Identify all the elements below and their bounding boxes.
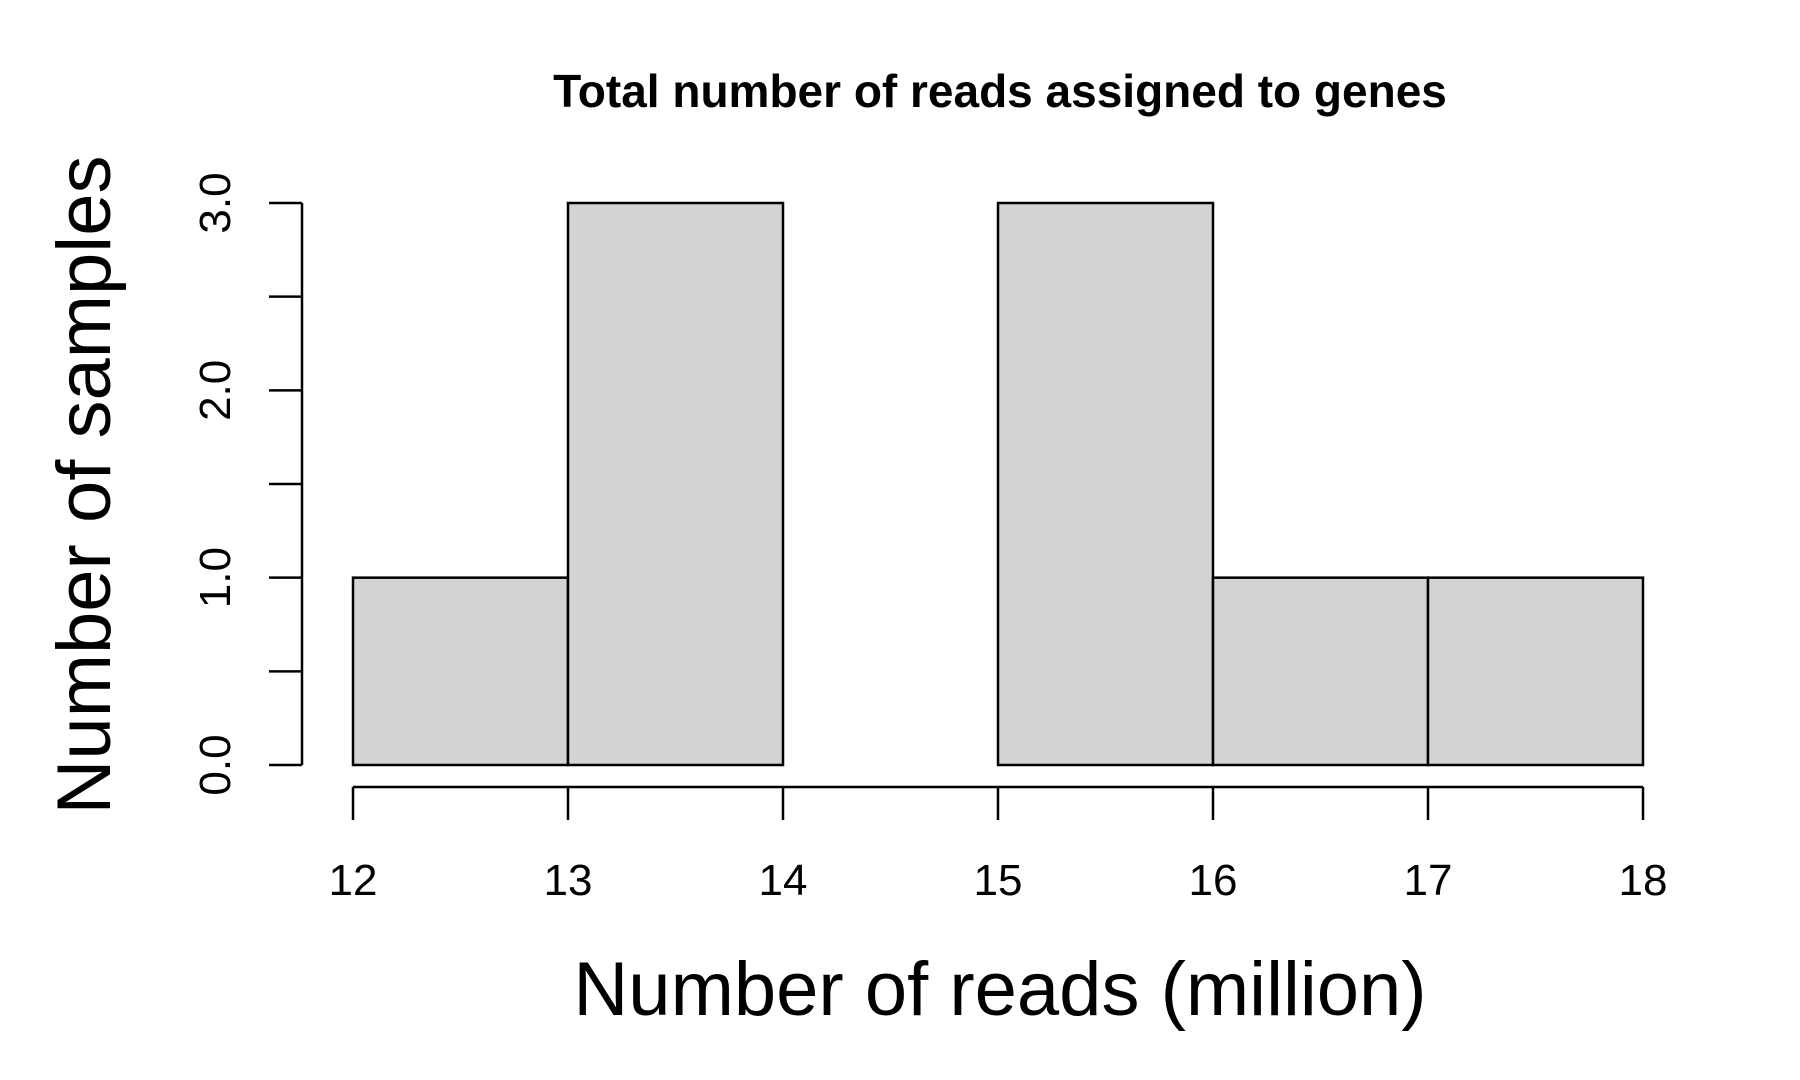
histogram-bar-3	[996, 201, 1215, 767]
x-tick-label-6: 18	[1619, 856, 1668, 905]
y-tick-label-6: 3.0	[191, 172, 240, 233]
y-axis: 0.0 1.0 2.0 3.0	[191, 172, 304, 796]
x-tick-label-4: 16	[1189, 856, 1238, 905]
histogram-bar-4	[1211, 576, 1430, 767]
histogram-bar-5	[1426, 576, 1645, 767]
x-tick-label-1: 13	[544, 856, 593, 905]
x-axis: 12 13 14 15 16 17 18	[329, 785, 1668, 905]
y-axis-title: Number of samples	[42, 156, 127, 815]
x-tick-label-2: 14	[759, 856, 808, 905]
x-tick-label-5: 17	[1404, 856, 1453, 905]
chart-title: Total number of reads assigned to genes	[553, 65, 1447, 117]
y-tick-label-2: 1.0	[191, 547, 240, 608]
histogram-bar-0	[351, 576, 570, 767]
y-tick-label-0: 0.0	[191, 734, 240, 795]
x-tick-label-3: 15	[974, 856, 1023, 905]
y-tick-label-4: 2.0	[191, 360, 240, 421]
x-axis-title: Number of reads (million)	[573, 947, 1426, 1032]
histogram-bars	[351, 201, 1645, 767]
x-tick-label-0: 12	[329, 856, 378, 905]
histogram-bar-1	[566, 201, 785, 767]
